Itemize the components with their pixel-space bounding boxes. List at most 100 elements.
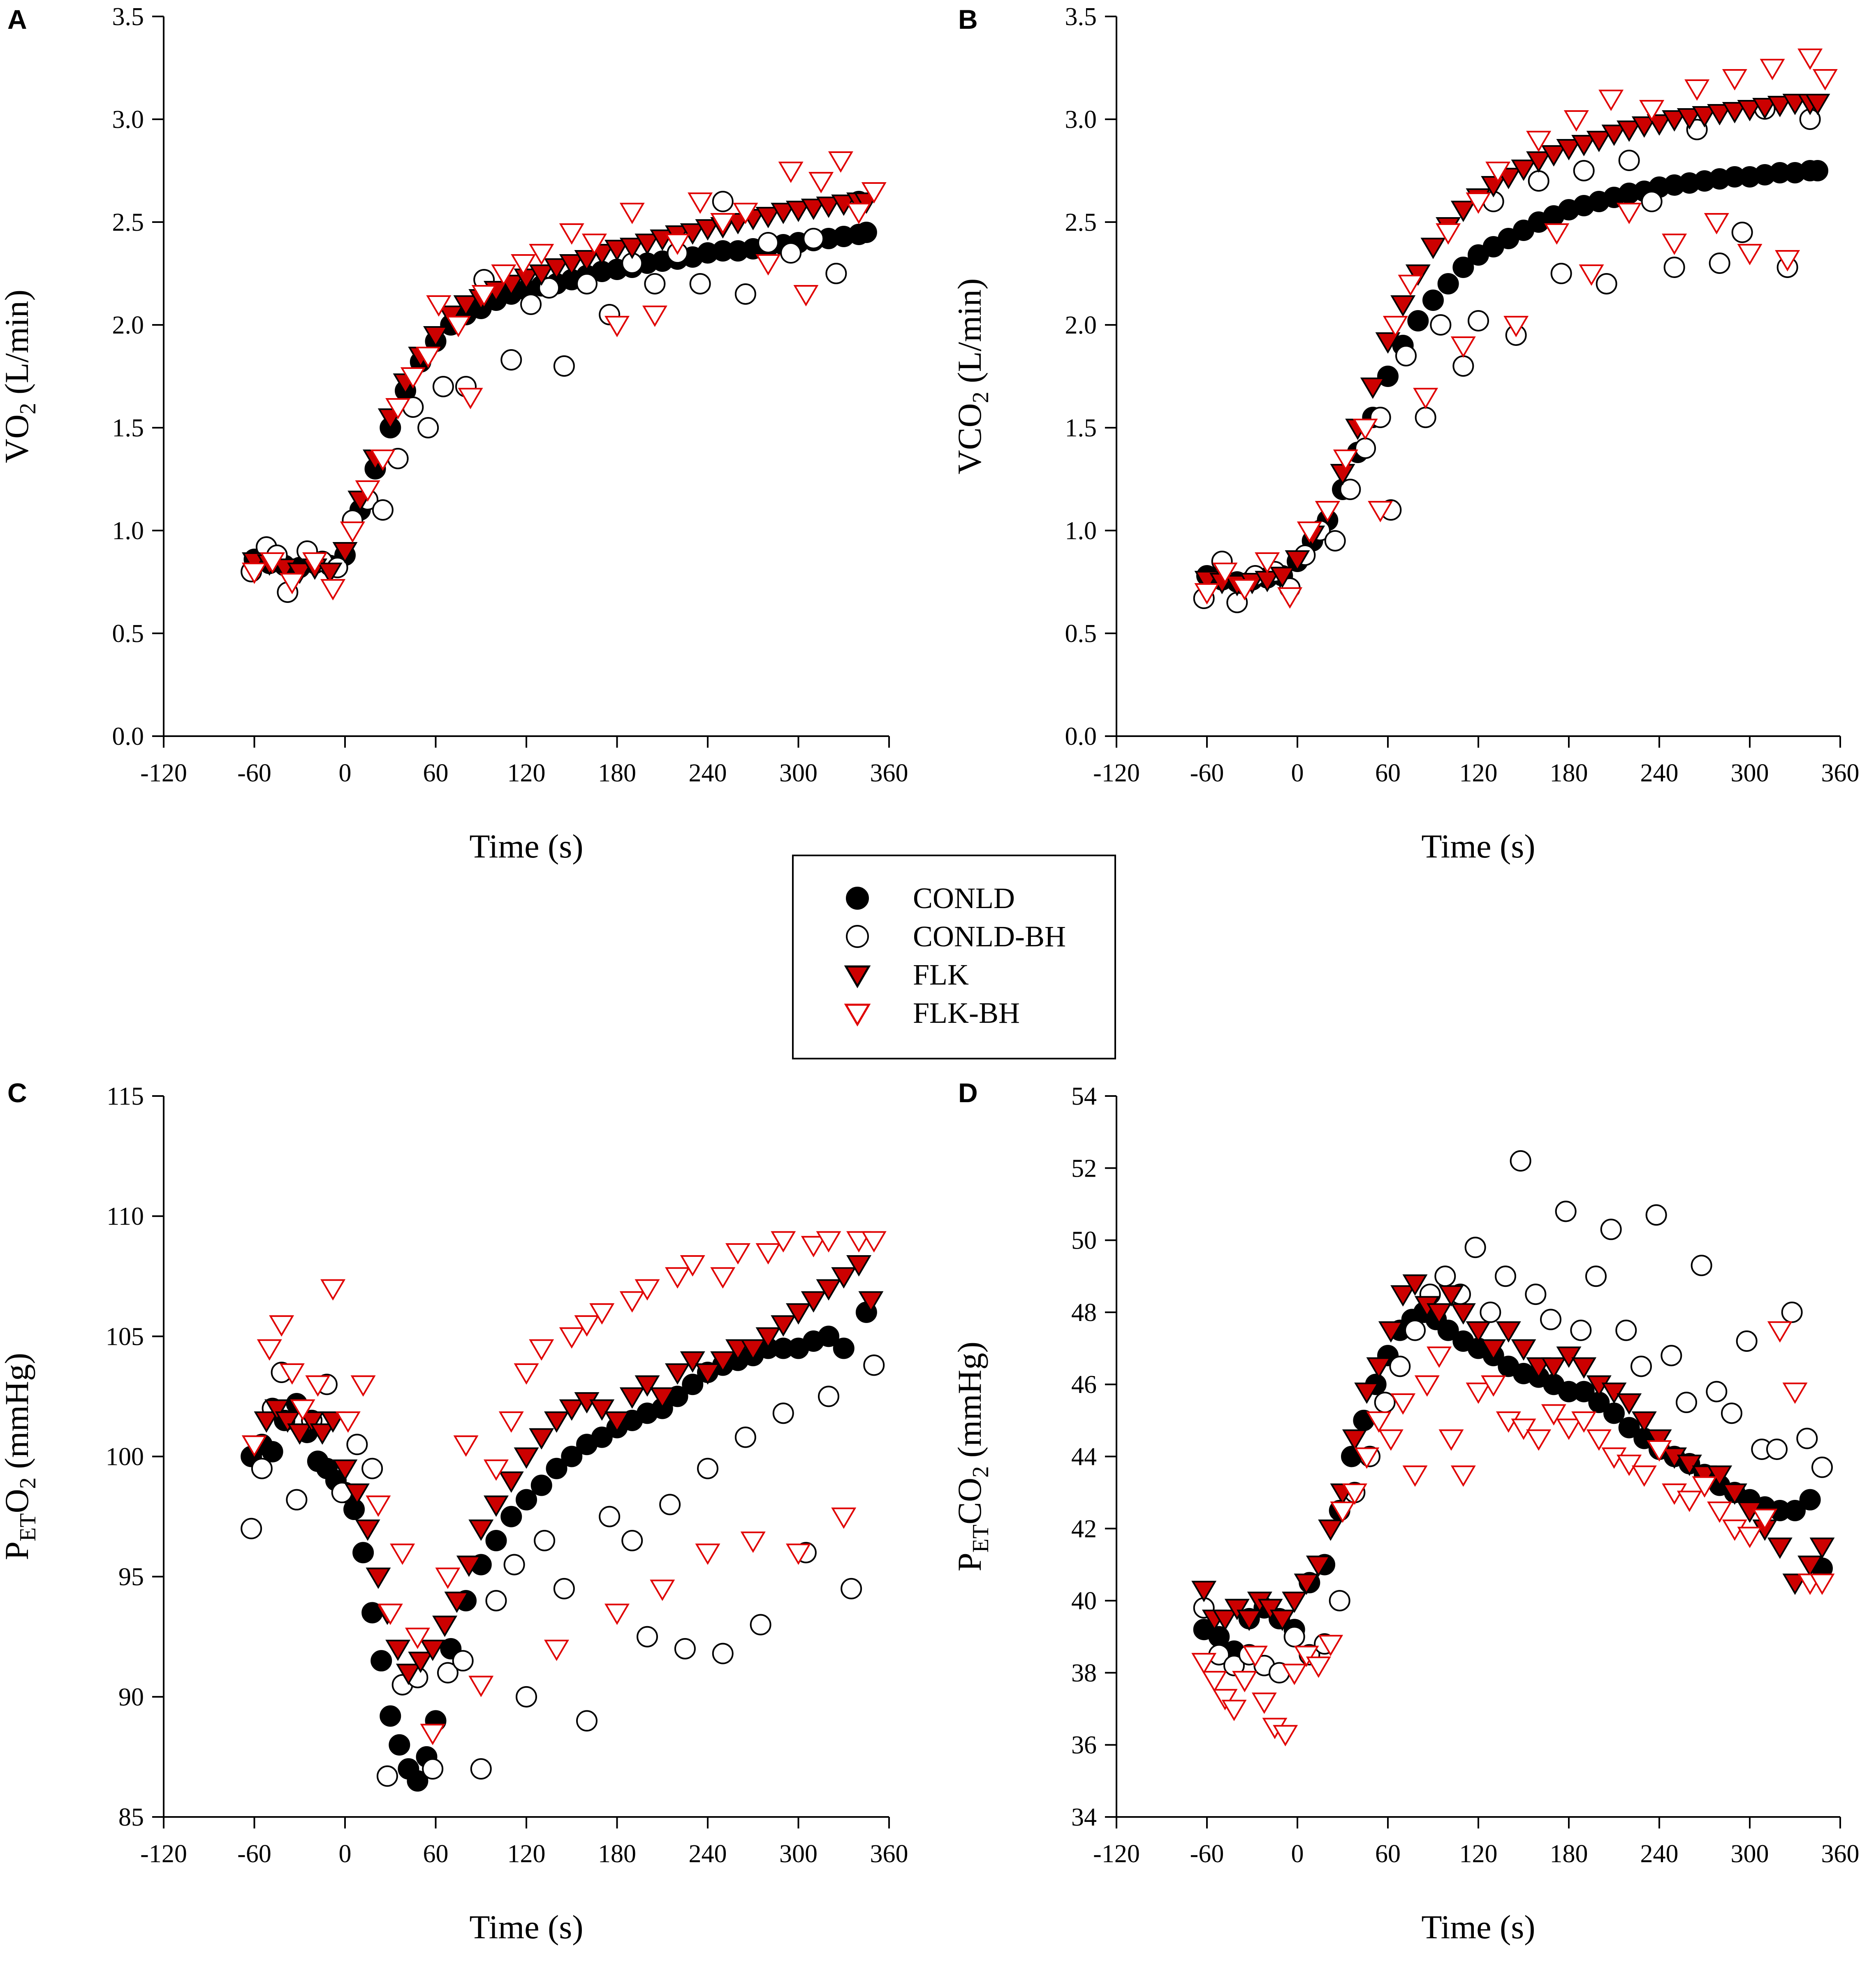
panel-c-point-flk (695, 1363, 720, 1385)
panel-d-point-conld-bh (1555, 1200, 1577, 1222)
panel-a-point-conld-bh (689, 273, 711, 294)
panel-a-point-flk (755, 207, 781, 228)
panel-b-point-flk (1692, 106, 1717, 127)
panel-b-x-tick-label: 180 (1550, 759, 1588, 787)
panel-a-x-tick-label: 360 (870, 759, 908, 787)
panel-a-point-flk-bh (320, 579, 346, 600)
panel-a-point-flk-bh (242, 563, 267, 584)
panel-d-point-flk (1354, 1382, 1380, 1404)
panel-a-point-flk (332, 542, 358, 563)
panel-a-point-flk (453, 295, 479, 317)
panel-d-point-flk (1767, 1537, 1793, 1559)
panel-c-point-flk-bh (290, 1399, 315, 1421)
panel-c-point-flk (420, 1639, 445, 1661)
panel-b-point-flk-bh (1544, 223, 1570, 245)
panel-a-y-tick-label: 0.0 (112, 723, 144, 751)
panel-b-point-flk-bh (1617, 203, 1642, 224)
panel-c-point-flk-bh (665, 1267, 690, 1289)
panel-b-point-flk (1526, 151, 1552, 173)
panel-d-point-flk (1647, 1429, 1672, 1451)
panel-d-point-conld-bh (1495, 1265, 1516, 1287)
panel-b-point-flk-bh (1212, 563, 1238, 584)
panel-d-point-flk-bh (1782, 1382, 1808, 1404)
panel-a-y-tick-label: 2.5 (112, 209, 144, 236)
panel-b-point-conld (1807, 160, 1828, 181)
panel-b-point-flk (1707, 104, 1732, 125)
panel-a-x-tick-label: 180 (598, 759, 636, 787)
panel-c-point-flk (432, 1615, 458, 1637)
panel-c-point-flk (846, 1255, 871, 1277)
panel-b-y-tick-label: 0.0 (1065, 723, 1097, 751)
panel-b-point-flk (1571, 135, 1597, 156)
panel-b-point-flk-bh (1277, 587, 1303, 609)
panel-a-point-conld-bh (825, 263, 847, 284)
panel-c-point-flk (275, 1411, 300, 1433)
panel-c-point-flk (680, 1351, 705, 1373)
panel-a-point-flk-bh (778, 162, 804, 183)
panel-d-point-conld-bh (1525, 1284, 1547, 1305)
panel-a-point-flk-bh (471, 285, 497, 306)
panel-b-y-tick-label: 1.5 (1065, 414, 1097, 442)
panel-a-point-flk-bh (688, 192, 713, 214)
panel-a-point-flk (786, 201, 811, 222)
panel-b-x-tick-label: 0 (1291, 759, 1304, 787)
panel-a-point-flk-bh (415, 347, 441, 368)
panel-d-point-conld-bh (1434, 1265, 1456, 1287)
panel-b-point-flk-bh (1383, 316, 1408, 337)
panel-c-y-tick-label: 95 (118, 1563, 144, 1591)
panel-b-point-flk-bh (1194, 583, 1220, 605)
panel-a-y-axis-title: VO2 (L/min) (0, 290, 41, 463)
legend-box (792, 855, 1116, 1059)
panel-a-point-flk-bh (385, 398, 411, 419)
panel-c-point-flk-bh (269, 1315, 294, 1337)
panel-b-point-flk (1586, 131, 1612, 152)
panel-a-y-tick-label: 3.0 (112, 106, 144, 134)
panel-b-point-conld-bh (1731, 222, 1753, 243)
panel-c-point-conld-bh (437, 1662, 459, 1684)
panel-d-point-flk-bh (1692, 1476, 1717, 1498)
panel-b-point-flk-bh (1812, 69, 1838, 90)
panel-b-y-tick-label: 2.0 (1065, 311, 1097, 339)
panel-d-point-conld-bh (1329, 1590, 1350, 1612)
panel-d-point-flk-bh (1511, 1418, 1536, 1440)
panel-c-point-flk (786, 1303, 811, 1325)
panel-d-point-flk (1258, 1599, 1283, 1620)
panel-c-point-flk-bh (257, 1339, 282, 1361)
panel-d-point-flk-bh (1571, 1411, 1597, 1433)
panel-c-letter: C (7, 1078, 27, 1108)
panel-d-point-flk (1450, 1303, 1476, 1325)
panel-d-point-flk-bh (1251, 1692, 1277, 1714)
panel-d-letter: D (958, 1078, 978, 1108)
panel-b-point-flk-bh (1579, 264, 1604, 286)
panel-b-x-tick-label: -60 (1190, 759, 1224, 787)
panel-a-point-conld-bh (780, 242, 802, 264)
panel-c-point-conld-bh (534, 1530, 556, 1552)
panel-d-point-flk-bh (1282, 1664, 1307, 1685)
panel-c-point-conld-bh (659, 1494, 681, 1515)
panel-c-point-flk (831, 1267, 857, 1289)
panel-a-x-tick-label: 240 (689, 759, 727, 787)
panel-a-point-flk-bh (426, 295, 452, 317)
panel-d-point-conld-bh (1585, 1265, 1607, 1287)
panel-a-point-conld-bh (712, 191, 734, 212)
panel-d-point-flk-bh (1212, 1689, 1238, 1710)
panel-d-point-flk-bh (1647, 1440, 1672, 1462)
panel-d-point-conld-bh (1645, 1204, 1667, 1226)
panel-d-point-flk-bh (1427, 1346, 1452, 1368)
panel-b-point-flk-bh (1255, 552, 1280, 574)
panel-c-point-flk (604, 1411, 630, 1433)
panel-a-point-conld-bh (803, 228, 825, 249)
panel-d-point-flk (1191, 1580, 1217, 1602)
panel-c-point-flk (771, 1315, 796, 1337)
panel-d-point-flk-bh (1481, 1375, 1506, 1397)
panel-b-y-axis-title: VCO2 (L/min) (951, 278, 994, 475)
panel-d-point-flk-bh (1342, 1483, 1367, 1505)
panel-c-point-conld-bh (516, 1686, 537, 1708)
panel-b-point-flk-bh (1450, 336, 1476, 358)
panel-d-x-tick-label: 240 (1640, 1840, 1679, 1868)
panel-d-point-flk (1601, 1382, 1627, 1404)
panel-d-y-tick-label: 36 (1071, 1731, 1097, 1759)
panel-b-point-flk-bh (1413, 388, 1438, 409)
panel-c-point-flk (801, 1291, 826, 1313)
panel-b-point-conld-bh (1573, 160, 1595, 181)
